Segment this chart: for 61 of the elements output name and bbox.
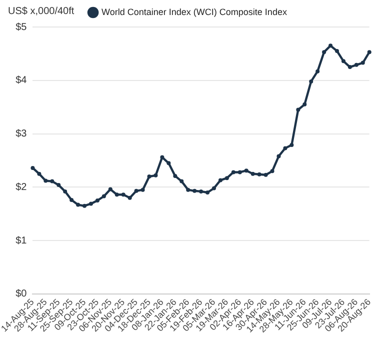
point [231, 170, 236, 174]
point [37, 172, 42, 176]
point [360, 60, 365, 65]
point [186, 188, 190, 192]
point [147, 174, 152, 178]
point [121, 192, 126, 197]
y-tick-label: $0 [16, 288, 28, 300]
point [199, 189, 204, 194]
point [102, 194, 106, 198]
point [348, 65, 352, 70]
point [328, 44, 333, 48]
point [30, 166, 35, 170]
point [224, 176, 229, 180]
point [95, 198, 100, 203]
point [212, 186, 216, 190]
point [218, 178, 222, 182]
point [76, 202, 80, 207]
point [173, 174, 178, 178]
y-tick-label: $1 [16, 235, 28, 246]
point [160, 155, 164, 160]
point [367, 50, 372, 54]
point [82, 204, 87, 208]
point [264, 172, 268, 177]
point [309, 79, 314, 84]
point [128, 196, 132, 200]
point [302, 102, 307, 106]
point [63, 189, 68, 194]
point [334, 49, 339, 54]
y-tick-label: $5 [16, 22, 28, 33]
point [154, 173, 158, 178]
point [270, 169, 274, 174]
y-axis-title: US$ x,000/40ft [8, 6, 74, 17]
y-tick-label: $2 [16, 182, 28, 193]
point [283, 146, 288, 150]
point [290, 142, 294, 147]
point [166, 161, 171, 166]
point [192, 188, 197, 193]
point [114, 192, 119, 197]
point [244, 168, 248, 173]
point [180, 179, 184, 184]
point [341, 59, 346, 64]
point [250, 172, 255, 176]
point [50, 179, 54, 184]
point [56, 183, 61, 188]
point [296, 108, 300, 112]
point [88, 202, 93, 206]
point [140, 188, 145, 192]
point [354, 62, 358, 67]
point [316, 69, 320, 74]
point [70, 198, 74, 202]
point [257, 172, 262, 176]
y-tick-label: $4 [16, 75, 28, 86]
point [134, 188, 138, 193]
point [322, 50, 326, 54]
point [238, 170, 242, 174]
y-tick-label: $3 [16, 128, 28, 140]
point [276, 154, 281, 158]
point [206, 190, 210, 195]
legend-label: World Container Index (WCI) Composite Index [102, 6, 288, 17]
point [108, 187, 112, 192]
point [44, 178, 48, 183]
